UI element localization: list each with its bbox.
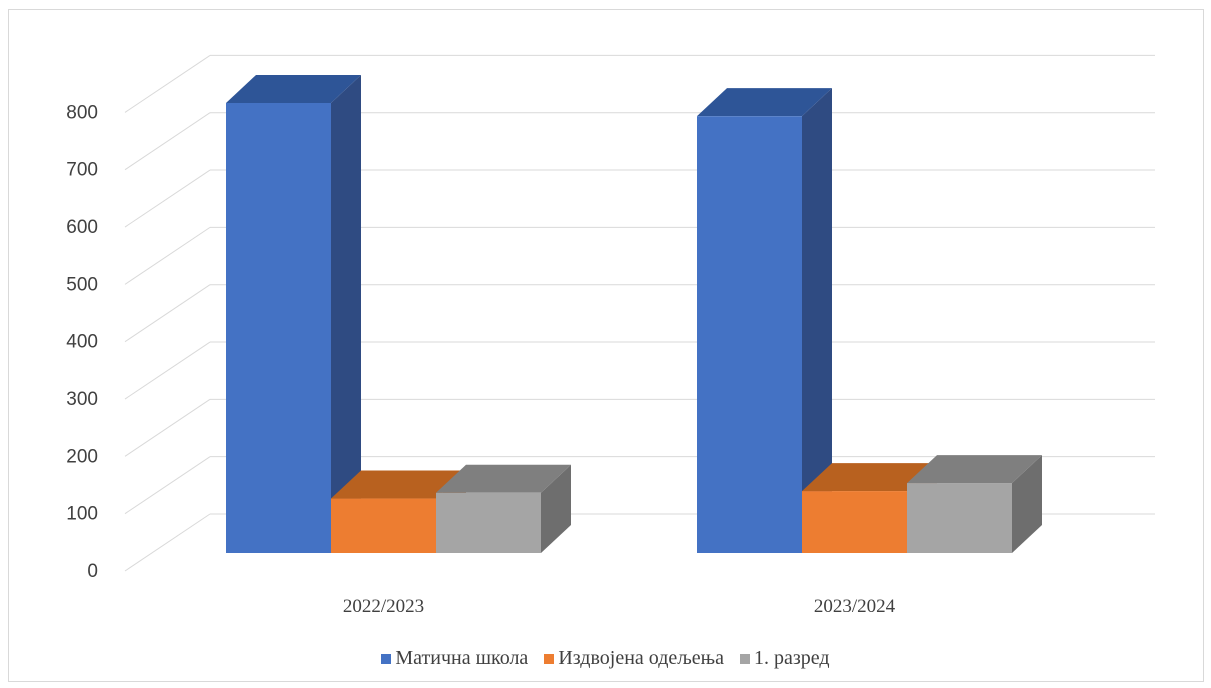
y-tick-label: 400	[66, 332, 98, 353]
y-tick-label: 0	[87, 561, 98, 582]
gridline-diagonal	[124, 112, 211, 171]
bar-front	[436, 492, 541, 553]
legend: Матична школа Издвојена одељења 1. разре…	[0, 647, 1211, 670]
bar-top	[907, 455, 1042, 484]
bar-top	[436, 464, 571, 493]
x-category-label: 2023/2024	[814, 596, 896, 617]
legend-label: 1. разред	[754, 647, 830, 669]
legend-item-izdvojena-odeljenja: Издвојена одељења	[544, 647, 724, 670]
y-tick-label: 200	[66, 446, 98, 467]
bar-front	[697, 116, 802, 553]
y-tick-label: 500	[66, 274, 98, 295]
y-tick-label: 100	[66, 504, 98, 525]
legend-label: Матична школа	[395, 647, 529, 669]
bar-top	[226, 75, 361, 103]
bar-top	[697, 88, 832, 117]
gridline-diagonal	[124, 284, 211, 343]
gridline-diagonal	[124, 341, 211, 400]
legend-label: Издвојена одељења	[558, 647, 725, 669]
bar-side	[1012, 455, 1042, 553]
legend-swatch	[544, 653, 555, 664]
x-category-label: 2022/2023	[343, 596, 424, 617]
bar-side	[331, 75, 361, 553]
bar-top	[331, 470, 466, 499]
gridline-diagonal	[124, 54, 211, 113]
bar-top	[802, 463, 937, 492]
bar-front	[907, 483, 1012, 553]
legend-swatch	[381, 653, 392, 664]
bar-side	[541, 464, 571, 553]
x-axis-categories: 2022/2023 2023/2024	[343, 596, 896, 617]
gridline-diagonal	[124, 513, 211, 572]
bars	[226, 75, 1042, 553]
legend-swatch	[740, 653, 751, 664]
bar-front	[331, 498, 436, 553]
y-axis-ticks: 0 100 200 300 400 500 600 700 800	[66, 102, 98, 582]
y-tick-label: 600	[66, 217, 98, 238]
y-tick-label: 300	[66, 389, 98, 410]
legend-item-maticna-skola: Матична школа	[381, 647, 528, 670]
bar-side	[802, 88, 832, 553]
bar	[436, 464, 571, 553]
bar-front	[226, 103, 331, 553]
legend-item-prvi-razred: 1. разред	[740, 647, 830, 670]
bar	[697, 88, 832, 553]
gridline-diagonal	[124, 226, 211, 285]
y-tick-label: 700	[66, 160, 98, 181]
gridline-diagonal	[124, 456, 211, 515]
y-tick-label: 800	[66, 102, 98, 123]
gridline-diagonal	[124, 169, 211, 228]
gridline-diagonal	[124, 398, 211, 457]
chart-frame	[8, 9, 1204, 682]
bar	[226, 75, 361, 553]
bar	[907, 455, 1042, 553]
bar-front	[802, 491, 907, 553]
